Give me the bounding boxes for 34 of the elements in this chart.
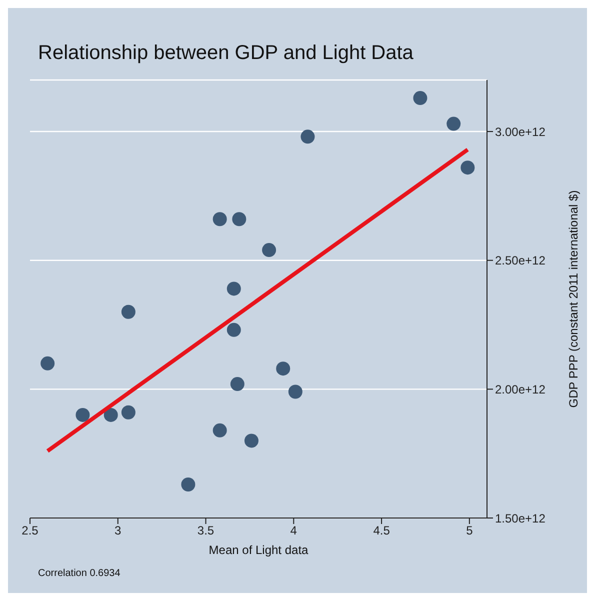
point	[40, 356, 55, 370]
point	[212, 423, 227, 438]
y-tick-label: 2.00e+12	[495, 382, 546, 396]
point	[226, 282, 241, 296]
point	[446, 116, 461, 131]
x-axis-title: Mean of Light data	[208, 543, 309, 557]
x-tick-label: 2.5	[22, 524, 39, 538]
point	[262, 243, 276, 258]
point	[104, 408, 118, 422]
text: Correlation 0.6934	[38, 568, 120, 579]
y-tick-label: 2.50e+12	[495, 254, 546, 268]
point	[212, 212, 227, 226]
point	[460, 160, 475, 175]
chart-title: Relationship between GDP and Light Data	[38, 42, 414, 65]
point	[121, 304, 136, 319]
point	[76, 408, 90, 422]
x-tick-label: 3	[114, 524, 122, 538]
point	[300, 130, 315, 144]
point	[230, 377, 244, 392]
point	[413, 91, 428, 106]
x-tick-label: 4.5	[373, 524, 390, 538]
point	[276, 362, 290, 376]
y-tick-label: 1.50e+12	[495, 511, 546, 526]
point	[181, 478, 196, 492]
x-tick-label: 5	[466, 524, 474, 538]
x-tick-label: 3.5	[197, 524, 214, 538]
x-tick-label: 4	[290, 524, 298, 538]
point	[226, 322, 241, 337]
y-axis-title: GDP PPP (constant 2011 international $)	[566, 190, 580, 408]
point	[232, 212, 246, 226]
point	[121, 405, 136, 420]
point	[244, 434, 258, 448]
y-tick-label: 3.00e+12	[495, 124, 546, 139]
point	[288, 384, 302, 399]
